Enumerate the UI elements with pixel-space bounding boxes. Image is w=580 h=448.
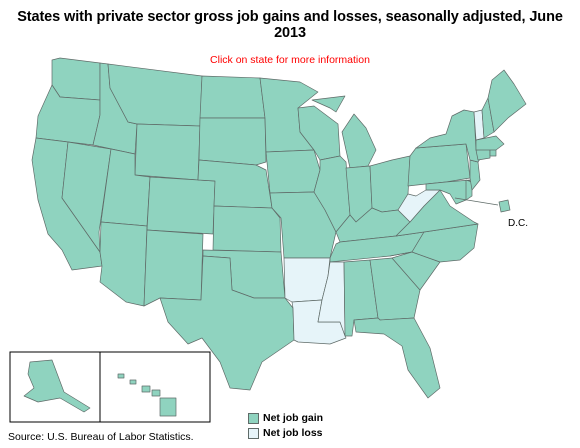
state-maryland[interactable]	[425, 179, 471, 205]
loss-swatch	[248, 427, 259, 439]
legend: Net job gain Net job loss	[248, 411, 323, 441]
state-iowa[interactable]	[265, 149, 321, 194]
state-arizona[interactable]	[99, 221, 148, 307]
state-hawaii[interactable]	[117, 373, 177, 417]
legend-net-job-gain: Net job gain	[248, 411, 323, 425]
source-note: Source: U.S. Bureau of Labor Statistics.	[8, 431, 194, 443]
state-colorado[interactable]	[146, 176, 216, 235]
state-wyoming loss[interactable]	[134, 123, 201, 181]
state-texas[interactable]	[159, 255, 295, 391]
state-north-carolina[interactable]	[389, 223, 479, 263]
state-alaska[interactable]	[23, 359, 91, 413]
state-kansas[interactable]	[212, 205, 282, 253]
state-new-mexico[interactable]	[143, 229, 204, 307]
gain-swatch	[248, 412, 259, 424]
click-instruction: Click on state for more information	[210, 54, 370, 66]
state-south-dakota[interactable]	[198, 117, 267, 166]
state-north-dakota[interactable]	[199, 75, 266, 119]
state-new-york[interactable]	[415, 109, 483, 163]
dc-label: D.C.	[508, 218, 528, 229]
hawaii-inset-box	[99, 351, 211, 423]
dc-leader-line	[454, 197, 499, 206]
legend-loss-label: Net job loss	[263, 427, 323, 439]
state-delaware[interactable]	[465, 179, 473, 201]
state-nevada[interactable]	[61, 141, 112, 253]
state-florida[interactable]	[353, 317, 441, 399]
state-mississippi[interactable]	[317, 261, 346, 337]
state-washington[interactable]	[51, 57, 101, 101]
state-pennsylvania[interactable]	[407, 143, 471, 187]
legend-net-job-loss: Net job loss	[248, 426, 323, 440]
state-maine[interactable]	[487, 69, 527, 133]
state-new-jersey[interactable]	[469, 159, 481, 191]
state-massachusetts[interactable]	[475, 135, 505, 151]
legend-gain-label: Net job gain	[263, 412, 324, 424]
map-title: States with private sector gross job gai…	[17, 9, 563, 41]
state-district-of-columbia[interactable]	[498, 199, 511, 213]
